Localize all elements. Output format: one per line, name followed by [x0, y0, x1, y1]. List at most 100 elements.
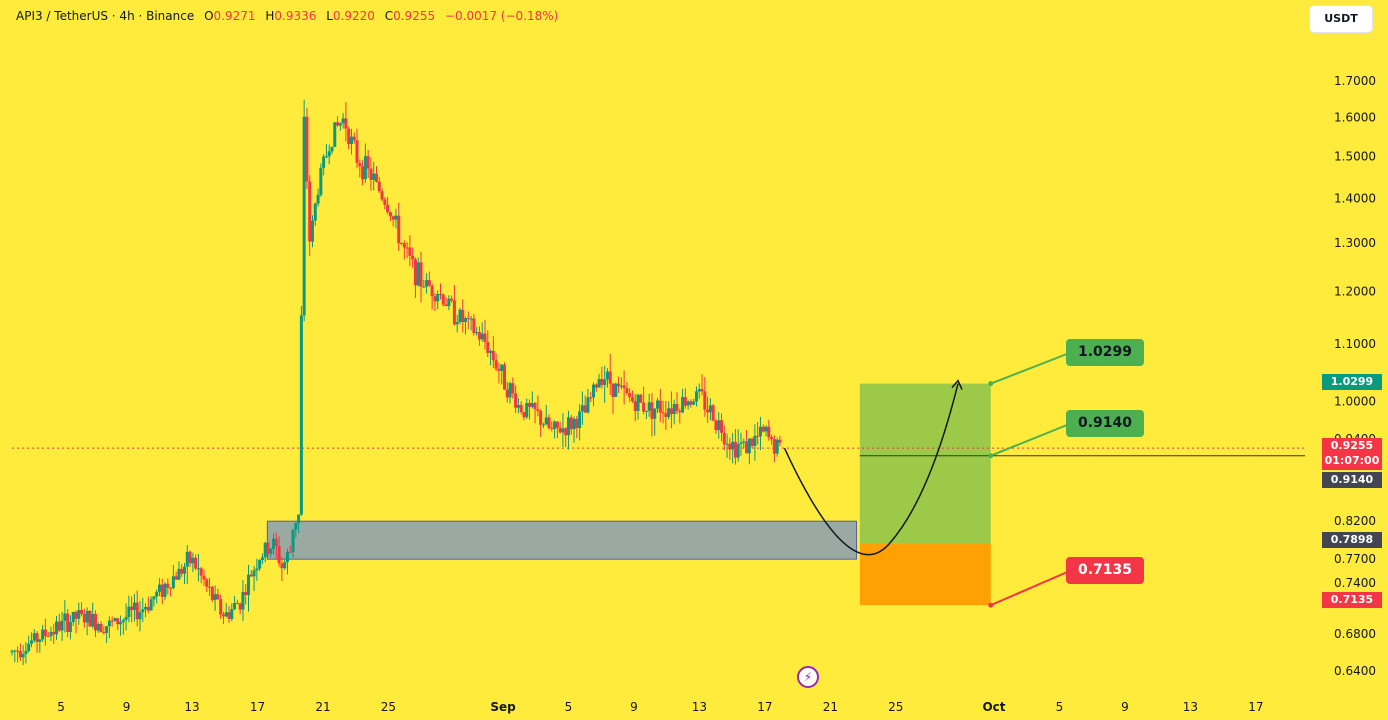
candle-body: [425, 280, 429, 287]
candle-body: [694, 391, 698, 402]
candle-body: [196, 568, 200, 570]
candle-body: [505, 389, 509, 398]
candle-body: [29, 640, 33, 644]
target-price-label: 1.0299: [1322, 374, 1382, 390]
candle-body: [105, 626, 109, 633]
candle-body: [347, 128, 351, 144]
candle-body: [32, 633, 36, 641]
candle-body: [249, 574, 253, 577]
y-tick-label: 1.1000: [1334, 337, 1376, 351]
candle-body: [205, 579, 209, 587]
candle-body: [163, 583, 167, 597]
candle-body: [138, 612, 142, 620]
y-tick-label: 1.0000: [1334, 394, 1376, 408]
candle-body: [107, 620, 111, 627]
candle-body: [52, 631, 56, 635]
last-price: 0.9255: [1330, 439, 1374, 452]
candle-body: [291, 529, 295, 552]
candle-body: [611, 383, 615, 397]
candle-body: [202, 575, 206, 580]
candle-body: [41, 629, 45, 640]
x-tick-label: Oct: [982, 700, 1005, 714]
candle-body: [352, 136, 356, 141]
x-tick-label: Sep: [490, 700, 516, 714]
candle-body: [183, 566, 187, 574]
x-tick-label: 5: [57, 700, 65, 714]
low-value: 0.9220: [332, 9, 375, 23]
candle-body: [778, 439, 782, 443]
candle-body: [10, 651, 14, 653]
candle-body: [656, 400, 660, 409]
tag-anchor: [988, 453, 994, 459]
candle-body: [135, 602, 139, 620]
change-value: −0.0017 (−0.18%): [444, 9, 559, 23]
candle-body: [160, 584, 164, 597]
lightning-icon[interactable]: ⚡: [797, 666, 819, 688]
candle-body: [514, 393, 518, 408]
tag-pointer: [990, 569, 1073, 607]
candle-body: [241, 591, 245, 610]
candle-body: [539, 410, 543, 425]
candle-body: [227, 612, 231, 619]
stop-price-label: 0.7135: [1322, 592, 1382, 608]
candle-body: [438, 294, 442, 296]
candle-body: [745, 441, 749, 454]
x-tick-label: 5: [565, 700, 573, 714]
candle-body: [458, 309, 462, 323]
candle-body: [625, 388, 629, 394]
candle-body: [324, 156, 328, 158]
candle-body: [519, 404, 523, 412]
candle-body: [43, 629, 47, 637]
candle-body: [489, 350, 493, 353]
candle-body: [121, 620, 125, 623]
candle-body: [213, 594, 217, 600]
candle-body: [472, 318, 476, 333]
candle-body: [483, 333, 487, 343]
candle-body: [113, 618, 117, 622]
candle-body: [166, 583, 170, 588]
x-tick-label: 13: [1183, 700, 1198, 714]
candle-body: [258, 559, 262, 569]
candle-body: [68, 622, 72, 632]
candle-body: [739, 442, 743, 445]
candle-body: [564, 428, 568, 436]
candle-body: [77, 609, 81, 619]
candle-body: [430, 285, 434, 297]
tag-anchor: [988, 381, 994, 387]
candle-body: [124, 617, 128, 621]
zone-price-label: 0.7898: [1322, 532, 1382, 548]
candle-body: [597, 378, 601, 388]
stop-tag[interactable]: 0.7135: [1066, 557, 1145, 584]
candle-body: [469, 318, 473, 320]
candle-body: [683, 397, 687, 406]
candle-body: [38, 639, 42, 642]
candle-body: [188, 551, 192, 564]
candle-body: [491, 350, 495, 361]
candle-body: [274, 538, 278, 547]
candle-body: [358, 162, 362, 167]
candle-body: [208, 586, 212, 588]
candle-body: [653, 408, 657, 419]
close-value: 0.9255: [393, 9, 436, 23]
entry-tag[interactable]: 0.9140: [1066, 410, 1145, 437]
y-tick-label: 0.7700: [1334, 552, 1376, 566]
candle-body: [750, 438, 754, 446]
target-tag[interactable]: 1.0299: [1066, 339, 1145, 366]
x-tick-label: 13: [184, 700, 199, 714]
candle-body: [553, 421, 557, 429]
tag-anchor: [988, 602, 994, 608]
currency-button[interactable]: USDT: [1310, 6, 1372, 32]
candle-body: [191, 557, 195, 564]
candle-body: [402, 243, 406, 248]
candle-body: [678, 410, 682, 413]
x-tick-label: 5: [1056, 700, 1064, 714]
candle-body: [141, 609, 145, 613]
candle-body: [341, 118, 345, 124]
candle-body: [466, 318, 470, 320]
candle-body: [388, 212, 392, 217]
candle-body: [658, 400, 662, 413]
candle-body: [689, 401, 693, 405]
candle-body: [88, 610, 92, 627]
